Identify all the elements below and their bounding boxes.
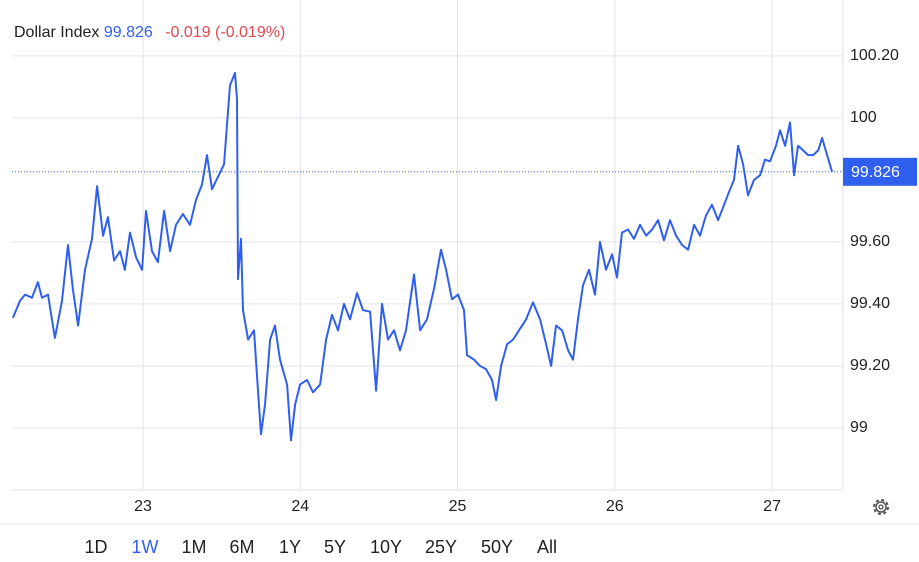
last-price-tag bbox=[843, 157, 917, 186]
range-button[interactable]: 10Y bbox=[370, 537, 402, 557]
instrument-name: Dollar Index bbox=[14, 24, 99, 41]
range-button[interactable]: 5Y bbox=[324, 537, 346, 557]
range-button[interactable]: 25Y bbox=[425, 537, 457, 557]
header: Dollar Index 99.826 -0.019 (-0.019%) bbox=[14, 24, 285, 41]
range-button[interactable]: 1D bbox=[84, 537, 107, 557]
y-tick-label: 100 bbox=[850, 109, 877, 126]
plot bbox=[11, 71, 843, 442]
y-tick-label: 99.20 bbox=[850, 357, 890, 374]
price-line bbox=[11, 71, 834, 442]
range-button[interactable]: 6M bbox=[229, 537, 254, 557]
x-tick-label: 24 bbox=[291, 498, 309, 515]
axes: 99 99.20 99.40 99.60 100 100.20 23 24 25 26 27 99.8… bbox=[134, 47, 917, 515]
x-tick-label: 26 bbox=[606, 498, 624, 515]
last-price: 99.826 bbox=[104, 24, 153, 41]
price-change: -0.019 (-0.019%) bbox=[165, 24, 285, 41]
range-button[interactable]: All bbox=[537, 537, 557, 557]
gear-teeth bbox=[873, 499, 889, 515]
last-price-label: 99.826 bbox=[851, 164, 900, 181]
gear-hub bbox=[878, 504, 884, 510]
settings-button[interactable] bbox=[873, 499, 889, 515]
y-tick-label: 100.20 bbox=[850, 47, 899, 64]
y-tick-label: 99.40 bbox=[850, 295, 890, 312]
gear-ring bbox=[875, 501, 887, 513]
x-tick-label: 25 bbox=[449, 498, 467, 515]
y-tick-label: 99.60 bbox=[850, 233, 890, 250]
range-button[interactable]: 1M bbox=[181, 537, 206, 557]
range-button[interactable]: 1Y bbox=[279, 537, 301, 557]
range-button[interactable]: 50Y bbox=[481, 537, 513, 557]
range-button[interactable]: 1W bbox=[132, 537, 159, 557]
x-tick-label: 23 bbox=[134, 498, 152, 515]
y-tick-label: 99 bbox=[850, 419, 868, 436]
x-tick-label: 27 bbox=[763, 498, 781, 515]
grid bbox=[12, 0, 843, 491]
range-buttons: 1D 1W 1M 6M 1Y 5Y 10Y 25Y 50Y All bbox=[84, 537, 557, 557]
